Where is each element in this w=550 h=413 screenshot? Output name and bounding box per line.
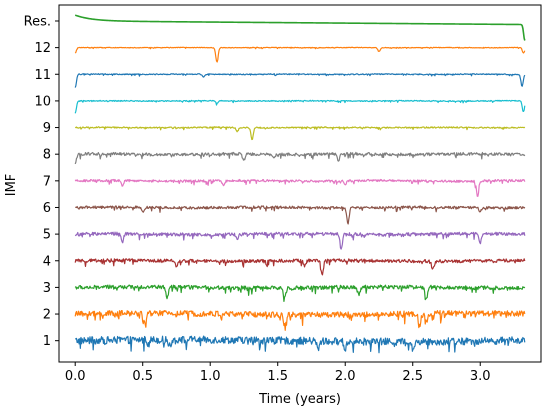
imf-series-9 bbox=[74, 126, 526, 141]
y-tick-label: 2 bbox=[43, 308, 51, 323]
y-tick-label: 12 bbox=[34, 41, 51, 56]
imf-line-9 bbox=[74, 126, 526, 141]
imf-line-7 bbox=[74, 178, 526, 197]
imf-series-3 bbox=[74, 284, 526, 302]
imf-line-11 bbox=[74, 73, 526, 88]
y-tick-label: 10 bbox=[34, 94, 51, 109]
imf-series-10 bbox=[74, 99, 526, 114]
y-tick-label: Res. bbox=[24, 14, 51, 29]
imf-series-7 bbox=[74, 178, 526, 197]
y-tick-label: 1 bbox=[43, 334, 51, 349]
y-tick-label: 4 bbox=[43, 254, 51, 269]
imf-series-11 bbox=[74, 73, 526, 88]
x-tick-label: 2.0 bbox=[335, 369, 356, 384]
imf-line-3 bbox=[74, 284, 526, 302]
imf-series-12 bbox=[74, 46, 526, 63]
y-tick-label: 6 bbox=[43, 201, 51, 216]
y-tick-label: 11 bbox=[34, 68, 51, 83]
imf-series-13 bbox=[74, 14, 526, 41]
imf-line-6 bbox=[75, 205, 526, 225]
x-tick-label: 1.0 bbox=[200, 369, 221, 384]
plot-background bbox=[59, 5, 541, 362]
imf-series-4 bbox=[74, 258, 526, 276]
y-axis-label: IMF bbox=[4, 174, 19, 197]
x-axis-ticks: 0.0 0.5 1.0 1.5 2.0 2.5 3.0 bbox=[65, 362, 491, 384]
y-tick-label: 3 bbox=[43, 281, 51, 296]
imf-line-8 bbox=[74, 151, 526, 165]
y-tick-label: 8 bbox=[43, 148, 51, 163]
imf-series-6 bbox=[75, 205, 526, 225]
x-tick-label: 0.0 bbox=[65, 369, 86, 384]
series-layer bbox=[74, 14, 526, 354]
y-tick-label: 5 bbox=[43, 228, 51, 243]
imf-line-1 bbox=[74, 335, 526, 354]
imf-series-2 bbox=[74, 309, 526, 331]
imf-series-1 bbox=[74, 335, 526, 354]
plot-frame bbox=[58, 4, 542, 363]
x-tick-label: 2.5 bbox=[402, 369, 423, 384]
x-tick-label: 3.0 bbox=[470, 369, 491, 384]
x-tick-label: 0.5 bbox=[132, 369, 153, 384]
x-tick-label: 1.5 bbox=[267, 369, 288, 384]
x-axis-label: Time (years) bbox=[258, 392, 341, 407]
imf-line-4 bbox=[74, 258, 526, 276]
imf-line-5 bbox=[74, 231, 526, 250]
imf-line-12 bbox=[74, 46, 526, 63]
imf-line-2 bbox=[74, 309, 526, 331]
y-tick-label: 9 bbox=[43, 121, 51, 136]
imf-line-13 bbox=[74, 14, 526, 41]
y-tick-label: 7 bbox=[43, 174, 51, 189]
imf-line-10 bbox=[74, 99, 526, 114]
imf-series-5 bbox=[74, 231, 526, 250]
imf-series-8 bbox=[74, 151, 526, 165]
